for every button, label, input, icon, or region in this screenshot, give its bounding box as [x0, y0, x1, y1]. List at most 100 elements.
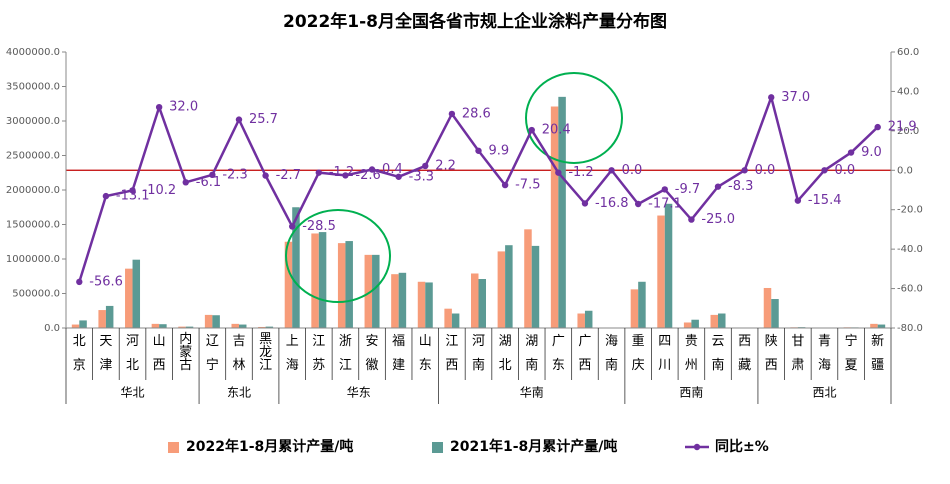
bar — [391, 274, 399, 328]
y-tick-label: 2500000.0 — [6, 151, 60, 162]
data-label: 0.0 — [834, 163, 855, 178]
data-label: -8.3 — [728, 179, 753, 194]
bar — [337, 243, 346, 328]
data-label: -3.3 — [409, 169, 434, 184]
x-tick-label: 贵州 — [684, 334, 698, 373]
x-tick-label: 内蒙古 — [179, 332, 193, 373]
data-label: 25.7 — [249, 112, 278, 127]
data-label: -28.5 — [302, 219, 336, 234]
group-label: 西北 — [812, 386, 836, 400]
bar — [71, 324, 80, 328]
line-marker — [102, 192, 110, 200]
line-marker — [448, 110, 456, 118]
x-tick-label: 天津 — [99, 334, 113, 373]
data-label: -7.5 — [515, 178, 540, 193]
x-tick-label: 湖南 — [525, 334, 539, 373]
x-tick-label: 江西 — [445, 334, 459, 373]
legend-swatch — [168, 442, 179, 453]
bar — [185, 326, 194, 328]
bar — [364, 254, 373, 328]
data-label: 37.0 — [781, 90, 810, 105]
line-marker — [368, 166, 376, 173]
bar — [238, 324, 247, 328]
bar — [444, 308, 452, 328]
bar — [771, 299, 779, 328]
bar — [212, 315, 220, 328]
data-label: 2.2 — [435, 158, 456, 173]
x-tick-label: 黑龙江 — [259, 332, 273, 373]
data-label: -2.6 — [355, 168, 380, 183]
bar — [584, 310, 593, 328]
data-label: 0.0 — [755, 163, 776, 178]
bar — [284, 241, 293, 328]
line-marker — [768, 94, 775, 101]
x-tick-label: 北京 — [72, 334, 86, 373]
bar — [531, 245, 540, 328]
bar — [204, 314, 213, 328]
bar — [718, 313, 726, 328]
bar — [478, 279, 486, 328]
line-marker — [289, 223, 296, 230]
legend-label: 2021年1-8月累计产量/吨 — [450, 438, 617, 455]
x-tick-label: 江苏 — [312, 334, 326, 373]
y-tick-label: 3000000.0 — [6, 116, 60, 127]
line-marker — [395, 173, 402, 180]
bar — [763, 287, 772, 328]
data-label: -2.3 — [222, 167, 247, 182]
line-marker — [129, 187, 136, 194]
bar — [125, 268, 133, 328]
x-tick-label: 安徽 — [365, 334, 379, 373]
data-label: -1.2 — [568, 165, 593, 180]
line-marker — [714, 183, 722, 190]
x-tick-label: 山东 — [418, 334, 432, 373]
line-marker — [342, 172, 349, 179]
bar — [318, 232, 327, 328]
x-tick-label: 陕西 — [764, 334, 778, 373]
x-tick-label: 甘肃 — [791, 334, 805, 373]
x-tick-label: 青海 — [817, 334, 831, 373]
y-tick-label: 1000000.0 — [6, 254, 60, 265]
data-label: -16.8 — [595, 196, 629, 211]
line-marker — [608, 167, 615, 174]
line-marker — [182, 179, 189, 186]
line-marker — [821, 167, 828, 174]
y2-tick-label: -60.0 — [897, 284, 923, 295]
line-marker — [262, 172, 269, 179]
data-label: -56.6 — [89, 274, 123, 289]
x-tick-label: 浙江 — [338, 334, 352, 373]
line-marker — [794, 197, 802, 204]
line-marker — [235, 116, 243, 123]
bar — [417, 281, 426, 328]
data-label: 32.0 — [169, 100, 198, 115]
x-tick-label: 新疆 — [871, 334, 885, 373]
bar — [178, 326, 186, 328]
legend-label: 2022年1-8月累计产量/吨 — [186, 438, 353, 455]
data-label: -1.2 — [329, 165, 354, 180]
x-tick-label: 福建 — [392, 334, 406, 373]
line-marker — [847, 149, 855, 156]
data-label: -17.1 — [648, 196, 682, 211]
legend-swatch — [693, 443, 701, 451]
y2-tick-label: -40.0 — [897, 244, 923, 255]
group-label: 华南 — [520, 385, 544, 400]
line-marker — [874, 123, 881, 131]
bar — [710, 314, 719, 328]
group-label: 西南 — [679, 385, 703, 400]
y2-tick-label: 60.0 — [897, 47, 919, 58]
chart-title: 2022年1-8月全国各省市规上企业涂料产量分布图 — [283, 11, 667, 32]
bar — [524, 229, 532, 328]
x-tick-label: 河南 — [471, 334, 485, 373]
data-label: 9.0 — [861, 145, 882, 160]
x-tick-label: 山西 — [152, 334, 166, 373]
bar — [451, 313, 460, 328]
line-marker — [209, 171, 216, 179]
x-tick-label: 广西 — [578, 334, 592, 373]
line-marker — [555, 169, 562, 176]
bar — [258, 326, 266, 328]
legend-swatch — [432, 442, 443, 453]
group-label: 华东 — [347, 386, 371, 400]
bar — [132, 259, 141, 328]
bar — [372, 254, 380, 328]
x-tick-label: 四川 — [658, 334, 672, 373]
